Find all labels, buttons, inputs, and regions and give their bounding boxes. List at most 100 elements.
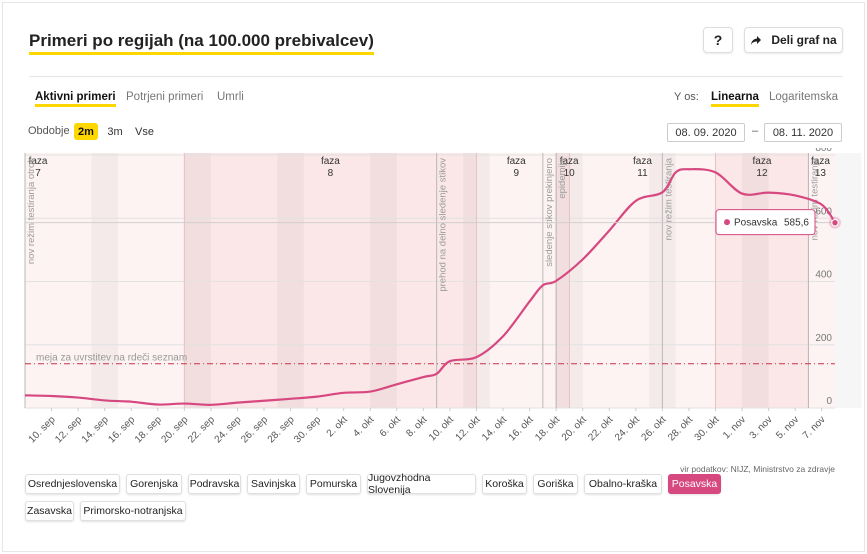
weekend-band (277, 153, 304, 408)
date-to-input[interactable]: 08. 11. 2020 (764, 123, 842, 142)
y-tick-label: 0 (826, 396, 832, 407)
region-button-8[interactable]: Obalno-kraška (584, 474, 662, 494)
phase-band (569, 153, 716, 408)
x-tick-label: 14. okt (480, 414, 509, 443)
x-tick-label: 26. sep (239, 414, 270, 445)
phase-number: 7 (35, 168, 41, 179)
tooltip: Posavska 585,6 (715, 209, 816, 236)
x-tick-label: 16. okt (507, 414, 536, 443)
region-button-10[interactable]: Zasavska (25, 501, 74, 521)
phase-label: faza (811, 156, 830, 167)
share-icon (751, 35, 762, 45)
phase-label: faza (29, 156, 48, 167)
period-2m[interactable]: 2m (74, 123, 98, 140)
weekend-band (835, 153, 862, 408)
x-tick-label: 28. okt (666, 414, 695, 443)
event-label: nov režim testiranja otrok (26, 158, 37, 264)
region-button-2[interactable]: Podravska (188, 474, 241, 494)
phase-band (184, 153, 477, 408)
y-tick-label: 600 (815, 206, 832, 217)
x-tick-label: 22. okt (586, 414, 615, 443)
phase-number: 13 (815, 168, 827, 179)
y-tick-label: 400 (815, 270, 832, 281)
y-axis-log[interactable]: Logaritemska (769, 91, 839, 103)
phase-band (25, 153, 185, 408)
line-chart[interactable]: 0200400600800faza7faza8faza9faza10faza11… (3, 148, 866, 468)
weekend-band (184, 153, 211, 408)
phase-number: 11 (637, 168, 648, 179)
phase-number: 12 (756, 168, 768, 179)
region-button-7[interactable]: Goriška (533, 474, 578, 494)
tab-confirmed-cases[interactable]: Potrjeni primeri (126, 91, 204, 103)
period-all[interactable]: Vse (135, 125, 154, 138)
tab-active-cases[interactable]: Aktivni primeri (35, 91, 116, 107)
x-tick-label: 3. nov (748, 414, 775, 441)
x-tick-label: 16. sep (106, 414, 137, 445)
x-tick-label: 14. sep (80, 414, 111, 445)
x-tick-label: 18. okt (533, 414, 562, 443)
x-tick-label: 12. sep (53, 414, 84, 445)
region-button-6[interactable]: Koroška (482, 474, 527, 494)
y-axis-linear[interactable]: Linearna (711, 91, 759, 107)
tooltip-box (715, 209, 816, 236)
region-button-5[interactable]: Jugovzhodna Slovenija (367, 472, 476, 496)
event-label: epidemija (557, 157, 568, 198)
date-from-input[interactable]: 08. 09. 2020 (667, 123, 745, 142)
x-tick-label: 28. sep (266, 414, 297, 445)
x-tick-label: 4. okt (351, 414, 376, 439)
y-tick-label: 200 (815, 333, 832, 344)
event-label: sledenje stikov prekinjeno (544, 158, 555, 267)
x-tick-label: 7. nov (801, 414, 828, 441)
x-tick-label: 10. okt (427, 414, 456, 443)
phase-label: faza (633, 156, 652, 167)
x-tick-label: 24. sep (213, 414, 244, 445)
x-tick-label: 20. okt (560, 414, 589, 443)
phase-label: faza (753, 156, 772, 167)
region-button-9[interactable]: Posavska (668, 474, 721, 494)
hover-point (831, 218, 839, 227)
phase-number: 10 (564, 168, 576, 179)
threshold-label: meja za uvrstitev na rdeči seznam (36, 353, 187, 364)
x-tick-label: 6. okt (378, 414, 403, 439)
x-tick-label: 20. sep (159, 414, 190, 445)
y-tick-label: 800 (815, 148, 832, 154)
chart-title: Primeri po regijah (na 100.000 prebivalc… (29, 31, 374, 55)
tab-deaths[interactable]: Umrli (217, 91, 244, 103)
x-tick-label: 12. okt (454, 414, 483, 443)
phase-number: 8 (328, 168, 334, 179)
x-tick-label: 22. sep (186, 414, 217, 445)
x-tick-label: 10. sep (27, 414, 58, 445)
phase-band (808, 153, 835, 408)
x-tick-label: 24. okt (613, 414, 642, 443)
x-tick-label: 30. okt (693, 414, 722, 443)
period-3m[interactable]: 3m (107, 125, 123, 138)
data-source: vir podatkov: NIJZ, Ministrstvo za zdrav… (680, 464, 835, 474)
phase-label: faza (507, 156, 526, 167)
x-tick-label: 18. sep (133, 414, 164, 445)
series-line-posavska (24, 168, 836, 406)
region-button-11[interactable]: Primorsko-notranjska (80, 501, 186, 521)
region-button-3[interactable]: Savinjska (247, 474, 300, 494)
help-label: ? (713, 32, 723, 48)
phase-label: faza (321, 156, 340, 167)
x-tick-label: 5. nov (774, 414, 801, 441)
region-button-0[interactable]: Osrednjeslovenska (25, 474, 120, 494)
share-button[interactable]: Deli graf na (744, 27, 843, 53)
event-label: nov režim testiranja (809, 157, 820, 240)
tooltip-swatch (724, 219, 730, 226)
region-button-1[interactable]: Gorenjska (126, 474, 182, 494)
period-label: Obdobje (28, 125, 70, 137)
region-button-4[interactable]: Pomurska (306, 474, 361, 494)
share-label: Deli graf na (771, 33, 837, 47)
weekend-band (91, 153, 118, 408)
weekend-band (370, 153, 397, 408)
y-axis-label: Y os: (674, 91, 699, 103)
phase-label: faza (560, 156, 579, 167)
phase-number: 9 (514, 168, 520, 179)
event-label: prehod na delno sledenje stikov (438, 158, 449, 292)
tooltip-series: Posavska (734, 218, 778, 229)
help-button[interactable]: ? (703, 27, 733, 53)
x-tick-label: 26. okt (639, 414, 668, 443)
x-tick-label: 2. okt (325, 414, 350, 439)
